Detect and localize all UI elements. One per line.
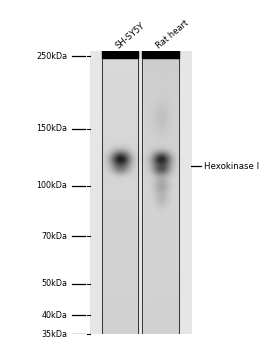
Text: 70kDa: 70kDa bbox=[41, 232, 67, 241]
Text: 50kDa: 50kDa bbox=[41, 279, 67, 288]
Text: 100kDa: 100kDa bbox=[36, 181, 67, 190]
Bar bbox=[102, 51, 138, 334]
Text: 150kDa: 150kDa bbox=[36, 124, 67, 133]
Text: Rat heart: Rat heart bbox=[155, 19, 191, 51]
Text: Hexokinase II: Hexokinase II bbox=[204, 162, 260, 170]
Text: 40kDa: 40kDa bbox=[41, 311, 67, 320]
Text: SH-SY5Y: SH-SY5Y bbox=[114, 21, 147, 51]
Text: 250kDa: 250kDa bbox=[36, 52, 67, 61]
Text: 35kDa: 35kDa bbox=[41, 330, 67, 339]
Bar bbox=[142, 51, 179, 334]
